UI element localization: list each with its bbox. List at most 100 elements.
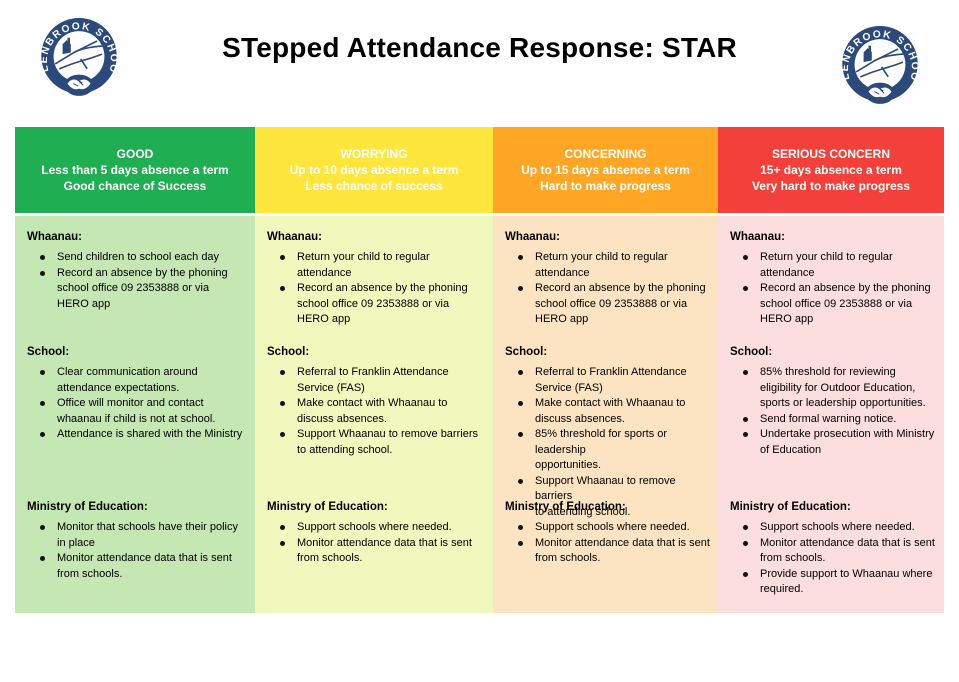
bullet-item: Support schools where needed. — [505, 520, 714, 536]
section-heading: Whaanau: — [267, 231, 322, 243]
bullet-item: Support Whaanau to remove barriers to at… — [505, 474, 714, 521]
bullet-item: Make contact with Whaanau to discuss abs… — [505, 396, 714, 427]
section-heading: School: — [505, 346, 548, 358]
bullet-text: Send children to school each day — [57, 251, 220, 263]
column-body-serious-concern: Whaanau: Return your child to regular att… — [718, 216, 944, 613]
column-header-title: WORRYING — [340, 147, 408, 161]
bullet-item: Clear communication around attendance ex… — [27, 365, 251, 396]
bullet-dot-icon — [730, 520, 760, 536]
section-worrying-0: Whaanau: Return your child to regular att… — [255, 231, 493, 346]
column-worrying: WORRYING Up to 10 days absence a term Less… — [255, 127, 493, 613]
bullet-text: Undertake prosecution with Ministry of E… — [760, 428, 935, 456]
bullet-text: Return your child to regular attendance — [535, 251, 668, 279]
bullet-dot-icon — [27, 427, 57, 443]
bullet-item: Monitor attendance data that is sent fro… — [27, 551, 251, 582]
bullet-dot-icon — [505, 365, 535, 396]
bullet-item: Return your child to regular attendance — [505, 250, 714, 281]
bullet-text: Monitor attendance data that is sent fro… — [57, 552, 232, 580]
column-header-title: CONCERNING — [564, 147, 647, 161]
column-body-worrying: Whaanau: Return your child to regular att… — [255, 216, 493, 613]
glenbrook-crest-icon: GLENBROOK SCHOOL — [33, 8, 118, 96]
section-concerning-0: Whaanau: Return your child to regular att… — [493, 231, 718, 346]
star-table: GOOD Less than 5 days absence a term Good … — [15, 127, 944, 613]
bullet-item: Office will monitor and contact whaanau … — [27, 396, 251, 427]
bullet-item: Return your child to regular attendance — [730, 250, 940, 281]
column-header-line3: Hard to make progress — [540, 179, 671, 193]
bullet-dot-icon — [505, 520, 535, 536]
bullet-dot-icon — [267, 396, 297, 427]
section-heading: Whaanau: — [27, 231, 82, 243]
bullet-text: Referral to Franklin Attendance Service … — [297, 366, 449, 394]
bullet-item: Record an absence by the phoning school … — [27, 266, 251, 313]
section-worrying-2: Ministry of Education: Support schools wh… — [255, 501, 493, 567]
bullet-dot-icon — [267, 250, 297, 281]
bullet-dot-icon — [505, 474, 535, 521]
bullet-text: Clear communication around attendance ex… — [57, 366, 198, 394]
column-header-line2: Up to 10 days absence a term — [289, 163, 459, 177]
bullet-item: Monitor attendance data that is sent fro… — [267, 536, 489, 567]
bullet-text: Record an absence by the phoning school … — [760, 282, 931, 325]
column-header-line2: 15+ days absence a term — [760, 163, 902, 177]
bullet-text: Record an absence by the phoning school … — [57, 266, 228, 310]
bullet-item: Support Whaanau to remove barriers to at… — [267, 427, 489, 458]
bullet-text: Record an absence by the phoning school … — [535, 282, 706, 325]
column-serious-concern: SERIOUS CONCERN 15+ days absence a term Ve… — [718, 127, 944, 613]
section-heading: Whaanau: — [505, 231, 560, 243]
bullet-text: Return your child to regular attendance — [297, 251, 430, 279]
bullet-text: Support Whaanau to remove barriers to at… — [297, 428, 478, 456]
bullet-dot-icon — [27, 396, 57, 427]
bullet-text: Monitor that schools have their policy i… — [57, 521, 238, 549]
bullet-text: Send formal warning notice. — [760, 412, 897, 425]
bullet-item: Make contact with Whaanau to discuss abs… — [267, 396, 489, 427]
bullet-dot-icon — [27, 520, 57, 551]
bullet-dot-icon — [505, 427, 535, 474]
column-header-line3: Good chance of Success — [63, 179, 207, 193]
column-header-line3: Very hard to make progress — [751, 179, 911, 193]
bullet-item: Return your child to regular attendance — [267, 250, 489, 281]
bullet-item: Record an absence by the phoning school … — [267, 281, 489, 328]
section-serious-concern-0: Whaanau: Return your child to regular att… — [718, 231, 944, 346]
bullet-dot-icon — [505, 536, 535, 567]
bullet-item: Record an absence by the phoning school … — [505, 281, 714, 328]
bullet-item: 85% threshold for reviewing eligibility … — [730, 365, 940, 412]
column-header-title: SERIOUS CONCERN — [771, 147, 890, 161]
school-logo-right: GLENBROOK SCHOOL — [834, 16, 921, 115]
section-heading: Whaanau: — [730, 231, 785, 243]
column-header-line2: Up to 15 days absence a term — [521, 163, 690, 177]
bullet-dot-icon — [27, 266, 57, 313]
bullet-item: Monitor attendance data that is sent fro… — [730, 536, 940, 567]
column-header-serious-concern: SERIOUS CONCERN 15+ days absence a term Ve… — [718, 127, 944, 213]
bullet-item: Monitor that schools have their policy i… — [27, 520, 251, 551]
section-heading: Ministry of Education: — [27, 501, 148, 513]
column-good: GOOD Less than 5 days absence a term Good … — [15, 127, 255, 613]
section-good-1: School: Clear communication around attend… — [15, 346, 255, 501]
bullet-dot-icon — [730, 412, 760, 428]
bullet-text: Referral to Franklin Attendance Service … — [535, 366, 687, 394]
bullet-dot-icon — [27, 250, 57, 266]
bullet-dot-icon — [505, 281, 535, 328]
page-title: STepped Attendance Response: STAR — [222, 32, 737, 63]
bullet-dot-icon — [27, 551, 57, 582]
section-heading: School: — [730, 346, 773, 358]
section-serious-concern-2: Ministry of Education: Support schools wh… — [718, 501, 944, 598]
column-header-concerning: CONCERNING Up to 15 days absence a term Ha… — [493, 127, 718, 213]
bullet-dot-icon — [730, 567, 760, 598]
bullet-text: Make contact with Whaanau to discuss abs… — [297, 397, 448, 425]
bullet-dot-icon — [505, 396, 535, 427]
bullet-dot-icon — [730, 427, 760, 458]
column-body-concerning: Whaanau: Return your child to regular att… — [493, 216, 718, 613]
bullet-item: Record an absence by the phoning school … — [730, 281, 940, 328]
column-header-title: GOOD — [116, 147, 154, 161]
bullet-item: Undertake prosecution with Ministry of E… — [730, 427, 940, 458]
bullet-text: Support schools where needed. — [535, 521, 690, 533]
bullet-text: Monitor attendance data that is sent fro… — [535, 536, 710, 565]
bullet-item: Referral to Franklin Attendance Service … — [267, 365, 489, 396]
bullet-dot-icon — [730, 365, 760, 412]
bullet-item: Support schools where needed. — [730, 520, 940, 536]
bullet-item: Support schools where needed. — [267, 520, 489, 536]
bullet-text: Support schools where needed. — [297, 521, 452, 533]
section-heading: Ministry of Education: — [505, 501, 626, 513]
bullet-item: Send formal warning notice. — [730, 412, 940, 428]
column-header-good: GOOD Less than 5 days absence a term Good … — [15, 127, 255, 213]
bullet-text: Record an absence by the phoning school … — [297, 282, 468, 325]
